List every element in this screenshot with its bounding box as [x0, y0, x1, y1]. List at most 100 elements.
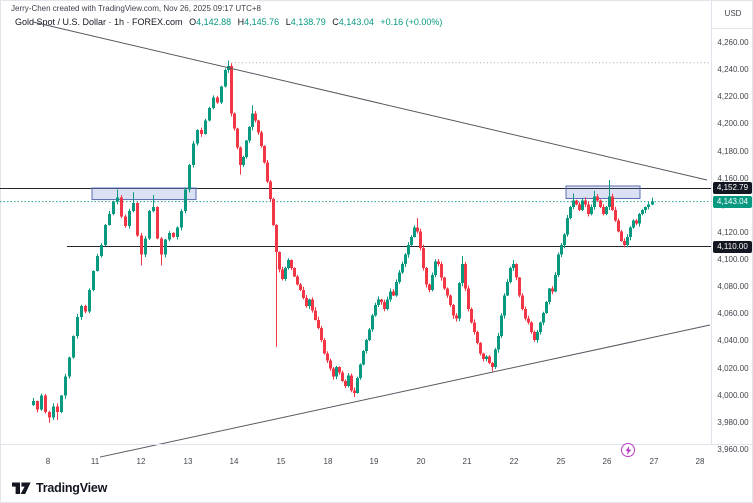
- candle-body: [152, 207, 155, 212]
- supply-zone-box-1[interactable]: [565, 185, 641, 199]
- candle-body: [347, 375, 350, 387]
- candle-body: [614, 209, 617, 221]
- candle-body: [68, 357, 71, 377]
- candle-body: [632, 220, 635, 228]
- candle-body: [452, 304, 455, 316]
- candle-body: [224, 70, 227, 87]
- candle-body: [629, 227, 632, 238]
- price-axis-label: 4,260.00: [717, 38, 749, 47]
- candle-body: [623, 241, 626, 246]
- candle-body: [536, 331, 539, 341]
- candle-body: [275, 224, 278, 252]
- candle-body: [60, 395, 63, 413]
- candle-body: [184, 189, 187, 212]
- candle-body: [365, 340, 368, 351]
- tradingview-attribution[interactable]: TradingView: [12, 481, 107, 495]
- candle-body: [290, 260, 293, 269]
- candle-body: [160, 238, 163, 255]
- candle-body: [651, 201, 654, 205]
- candle-body: [251, 113, 254, 128]
- candle-body: [180, 211, 183, 228]
- candle-body: [308, 299, 311, 307]
- candle-body: [527, 318, 530, 323]
- price-badge-last-price: 4,143.04: [713, 195, 752, 208]
- candle-body: [482, 353, 485, 360]
- candle-body: [242, 156, 245, 166]
- price-axis-label: 3,960.00: [717, 445, 749, 454]
- candle-body: [108, 213, 111, 225]
- close-value: 4,143.04: [338, 17, 374, 27]
- candle-body: [497, 336, 500, 350]
- candle-body: [500, 315, 503, 337]
- candle-body: [144, 238, 147, 255]
- candle-body: [386, 299, 389, 309]
- candle-body: [569, 207, 572, 219]
- candle-body: [164, 239, 167, 255]
- descending-trendline[interactable]: [32, 21, 708, 181]
- candle-body: [368, 329, 371, 341]
- candle-body: [196, 129, 199, 144]
- candle-body: [572, 200, 575, 208]
- symbol-legend: Gold Spot / U.S. Dollar · 1h · FOREX.com…: [15, 17, 442, 27]
- price-axis-label: 4,120.00: [717, 227, 749, 237]
- candle-body: [233, 113, 236, 129]
- candle-body: [302, 289, 305, 299]
- candle-body: [188, 165, 191, 190]
- candle-body: [269, 181, 272, 200]
- candle-body: [64, 376, 67, 396]
- candle-body: [48, 412, 51, 418]
- candle-body: [335, 367, 338, 377]
- candle-body: [617, 220, 620, 232]
- candle-body: [245, 140, 248, 157]
- candle-body: [470, 308, 473, 323]
- candle-body: [473, 322, 476, 332]
- candle-body: [326, 353, 329, 361]
- candle-body: [329, 360, 332, 369]
- candle-body: [76, 317, 79, 337]
- event-lightning-icon[interactable]: [621, 443, 635, 457]
- time-axis[interactable]: 8 11 12 13 14 15 18 19 20 21 22 25 26 27 28: [0, 444, 753, 478]
- time-axis-label: 12: [136, 457, 146, 466]
- candle-body: [353, 390, 356, 394]
- candle-body: [299, 284, 302, 290]
- candle-body: [257, 120, 260, 133]
- candle-body: [227, 66, 230, 71]
- candle-body: [296, 276, 299, 285]
- candle-body: [590, 207, 593, 214]
- candle-body: [92, 270, 95, 290]
- candle-body: [446, 288, 449, 296]
- candle-body: [404, 254, 407, 265]
- time-axis-label: 22: [509, 457, 519, 466]
- price-axis-label: 4,080.00: [717, 282, 749, 292]
- candle-body: [578, 204, 581, 210]
- time-axis-label: 14: [229, 457, 239, 466]
- candle-body: [467, 288, 470, 309]
- candle-body: [383, 302, 386, 309]
- candle-body: [560, 245, 563, 255]
- time-axis-label: 25: [556, 457, 566, 466]
- tradingview-logo-text: TradingView: [36, 481, 108, 495]
- candle-body: [443, 277, 446, 289]
- price-axis-label: 4,180.00: [717, 146, 749, 156]
- currency-label: USD: [712, 0, 753, 29]
- candle-body: [380, 299, 383, 303]
- watermark-text: Jerry-Chen created with TradingView.com,…: [11, 4, 261, 13]
- candle-body: [602, 207, 605, 214]
- symbol-title[interactable]: Gold Spot / U.S. Dollar · 1h · FOREX.com: [15, 17, 183, 27]
- candle-body: [305, 298, 308, 307]
- candle-body: [455, 315, 458, 319]
- price-badge-level-4152: 4,152.79: [713, 182, 752, 195]
- candle-body: [488, 356, 491, 364]
- candle-body: [72, 336, 75, 358]
- supply-zone-box-0[interactable]: [91, 187, 197, 201]
- price-badge-level-4110: 4,110.00: [713, 240, 752, 253]
- candle-body: [116, 197, 119, 202]
- candle-body: [491, 363, 494, 368]
- candle-body: [52, 406, 55, 418]
- time-axis-label: 27: [649, 457, 659, 466]
- candle-body: [278, 251, 281, 270]
- price-axis[interactable]: USD 4,260.00 4,240.00 4,220.00 4,200.00 4,18…: [711, 0, 753, 454]
- ascending-trendline[interactable]: [99, 324, 711, 458]
- candle-body: [239, 147, 242, 166]
